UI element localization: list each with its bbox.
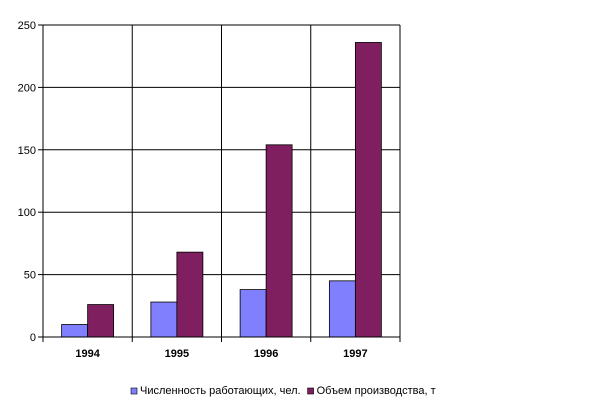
bar-production-1995 bbox=[176, 251, 204, 338]
x-tick-label: 1995 bbox=[165, 348, 189, 360]
x-tick-label: 1994 bbox=[75, 348, 100, 360]
y-tick-label: 0 bbox=[30, 332, 36, 344]
legend: Численность работающих, чел. Объем произв… bbox=[130, 385, 436, 397]
bar-workers-1996 bbox=[239, 289, 267, 338]
bar-production-1994 bbox=[87, 304, 115, 338]
x-tick-label: 1996 bbox=[254, 348, 278, 360]
bar-workers-1997 bbox=[328, 280, 356, 338]
y-tick-label: 200 bbox=[18, 82, 36, 94]
y-tick-label: 150 bbox=[18, 145, 36, 157]
grid-lines bbox=[43, 24, 401, 337]
bars bbox=[61, 42, 382, 338]
legend-label: Объем производства, т bbox=[317, 385, 436, 397]
bar-workers-1994 bbox=[61, 324, 89, 338]
y-tick-label: 250 bbox=[18, 20, 36, 32]
y-tick-labels: 0 50 100 150 200 250 bbox=[18, 20, 36, 344]
bar-production-1997 bbox=[354, 42, 382, 338]
x-tick-label: 1997 bbox=[343, 348, 367, 360]
legend-swatch bbox=[307, 387, 314, 395]
bar-production-1996 bbox=[265, 144, 293, 338]
legend-label: Численность работающих, чел. bbox=[140, 385, 301, 397]
axes bbox=[38, 24, 401, 342]
legend-swatch bbox=[130, 387, 138, 395]
bar-workers-1995 bbox=[150, 301, 178, 338]
y-tick-label: 50 bbox=[24, 270, 36, 282]
y-tick-label: 100 bbox=[18, 207, 36, 219]
x-tick-labels: 1994 1995 1996 1997 bbox=[75, 348, 367, 360]
